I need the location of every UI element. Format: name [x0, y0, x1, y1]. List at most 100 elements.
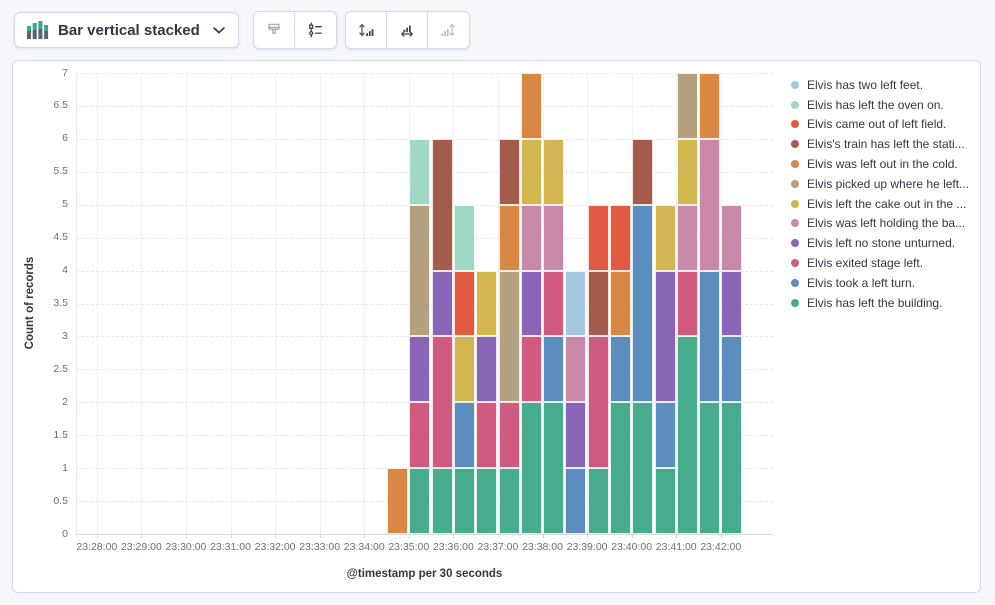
bar-segment[interactable] — [676, 336, 698, 534]
bar-segment[interactable] — [610, 270, 631, 337]
legend-item[interactable]: Elvis has two left feet. — [791, 75, 969, 95]
bar-segment[interactable] — [409, 468, 431, 534]
bar-segment[interactable] — [699, 73, 721, 139]
bar-segment[interactable] — [543, 204, 565, 271]
bar-segment[interactable] — [454, 468, 475, 534]
bar-segment[interactable] — [543, 402, 565, 534]
bar-segment[interactable] — [587, 270, 609, 337]
legend-item[interactable]: Elvis took a left turn. — [791, 273, 969, 293]
left-axis-icon — [358, 22, 374, 38]
bar-segment[interactable] — [632, 138, 654, 205]
legend-item[interactable]: Elvis was left out in the cold. — [791, 154, 969, 174]
legend-label: Elvis left the cake out in the ... — [807, 196, 967, 211]
legend-item[interactable]: Elvis has left the building. — [791, 293, 969, 313]
legend-item[interactable]: Elvis picked up where he left... — [791, 174, 969, 194]
x-tick-label: 23:39:00 — [566, 541, 608, 553]
ink-brush-button[interactable] — [253, 12, 295, 48]
bar-segment[interactable] — [498, 402, 520, 469]
bar-segment[interactable] — [565, 270, 587, 337]
legend-item[interactable]: Elvis was left holding the ba... — [791, 214, 969, 234]
bar-segment[interactable] — [454, 270, 475, 337]
bar-segment[interactable] — [610, 204, 631, 271]
bar-segment[interactable] — [520, 204, 542, 271]
right-axis-button[interactable] — [427, 12, 469, 48]
bar-segment[interactable] — [498, 468, 520, 534]
legend-item[interactable]: Elvis exited stage left. — [791, 253, 969, 273]
bar-segment[interactable] — [676, 204, 698, 271]
bar-segment[interactable] — [431, 468, 453, 534]
bar-segment[interactable] — [543, 138, 565, 205]
bar-segment[interactable] — [476, 270, 498, 337]
bar-segment[interactable] — [654, 402, 676, 469]
y-tick-label: 2 — [62, 395, 68, 408]
bar-segment[interactable] — [498, 138, 520, 205]
bar-segment[interactable] — [721, 336, 743, 403]
bar-segment[interactable] — [676, 138, 698, 205]
bar-segment[interactable] — [520, 402, 542, 534]
bar-segment[interactable] — [699, 402, 721, 534]
bar-segment[interactable] — [498, 204, 520, 271]
bar-segment[interactable] — [565, 402, 587, 469]
legend-item[interactable]: Elvis's train has left the stati... — [791, 134, 969, 154]
bar-segment[interactable] — [476, 468, 498, 534]
bar-segment[interactable] — [431, 270, 453, 337]
x-tick-label: 23:36:00 — [432, 541, 474, 553]
legend-item[interactable]: Elvis came out of left field. — [791, 115, 969, 135]
bar-segment[interactable] — [654, 270, 676, 403]
bar-segment[interactable] — [632, 402, 654, 534]
bar-segment[interactable] — [632, 204, 654, 403]
bar-segment[interactable] — [409, 138, 431, 205]
x-tick-mark — [542, 534, 544, 538]
left-axis-button[interactable] — [345, 12, 387, 48]
legend-item[interactable]: Elvis left no stone unturned. — [791, 233, 969, 253]
bar-segment[interactable] — [721, 204, 743, 271]
bar-segment[interactable] — [387, 468, 409, 534]
bar-segment[interactable] — [587, 468, 609, 534]
x-axis-title: @timestamp per 30 seconds — [346, 568, 503, 580]
legend-item[interactable]: Elvis has left the oven on. — [791, 95, 969, 115]
bar-segment[interactable] — [520, 270, 542, 337]
bar-segment[interactable] — [476, 336, 498, 403]
bar-segment[interactable] — [431, 336, 453, 469]
bar-segment[interactable] — [654, 468, 676, 534]
bar-segment[interactable] — [543, 336, 565, 403]
bar-segment[interactable] — [409, 204, 431, 337]
v-gridline — [542, 73, 544, 534]
bar-segment[interactable] — [610, 336, 631, 403]
legend-item[interactable]: Elvis left the cake out in the ... — [791, 194, 969, 214]
bar-segment[interactable] — [454, 204, 475, 271]
bar-segment[interactable] — [543, 270, 565, 337]
bottom-axis-button[interactable] — [386, 12, 428, 48]
bar-segment[interactable] — [520, 138, 542, 205]
x-tick-label: 23:32:00 — [254, 541, 296, 553]
chart-type-dropdown[interactable]: Bar vertical stacked — [14, 12, 239, 48]
bar-segment[interactable] — [721, 402, 743, 534]
bar-segment[interactable] — [409, 336, 431, 403]
x-tick-mark — [631, 534, 633, 538]
bar-segment[interactable] — [454, 336, 475, 403]
bar-segment[interactable] — [431, 138, 453, 271]
bar-segment[interactable] — [699, 270, 721, 403]
bar-segment[interactable] — [520, 73, 542, 139]
bar-segment[interactable] — [676, 270, 698, 337]
bar-segment[interactable] — [409, 402, 431, 469]
v-gridline — [275, 73, 277, 534]
chart-toolbar: Bar vertical stacked — [14, 11, 470, 49]
bar-segment[interactable] — [610, 402, 631, 534]
bar-segment[interactable] — [699, 138, 721, 271]
bar-segment[interactable] — [476, 402, 498, 469]
plot-area: @timestamp per 30 seconds 0 0.5 1 1.5 2 2.5 3 3… — [53, 67, 773, 580]
x-tick-label: 23:42:00 — [700, 541, 742, 553]
bar-segment[interactable] — [454, 402, 475, 469]
bar-segment[interactable] — [587, 336, 609, 469]
bar-segment[interactable] — [565, 468, 587, 534]
bar-segment[interactable] — [587, 204, 609, 271]
bar-segment[interactable] — [654, 204, 676, 271]
bar-segment[interactable] — [676, 73, 698, 139]
bar-segment[interactable] — [520, 336, 542, 403]
bar-segment[interactable] — [721, 270, 743, 337]
visual-options-button[interactable] — [294, 12, 336, 48]
bar-segment[interactable] — [565, 336, 587, 403]
bar-segment[interactable] — [498, 270, 520, 403]
v-gridline — [408, 73, 410, 534]
